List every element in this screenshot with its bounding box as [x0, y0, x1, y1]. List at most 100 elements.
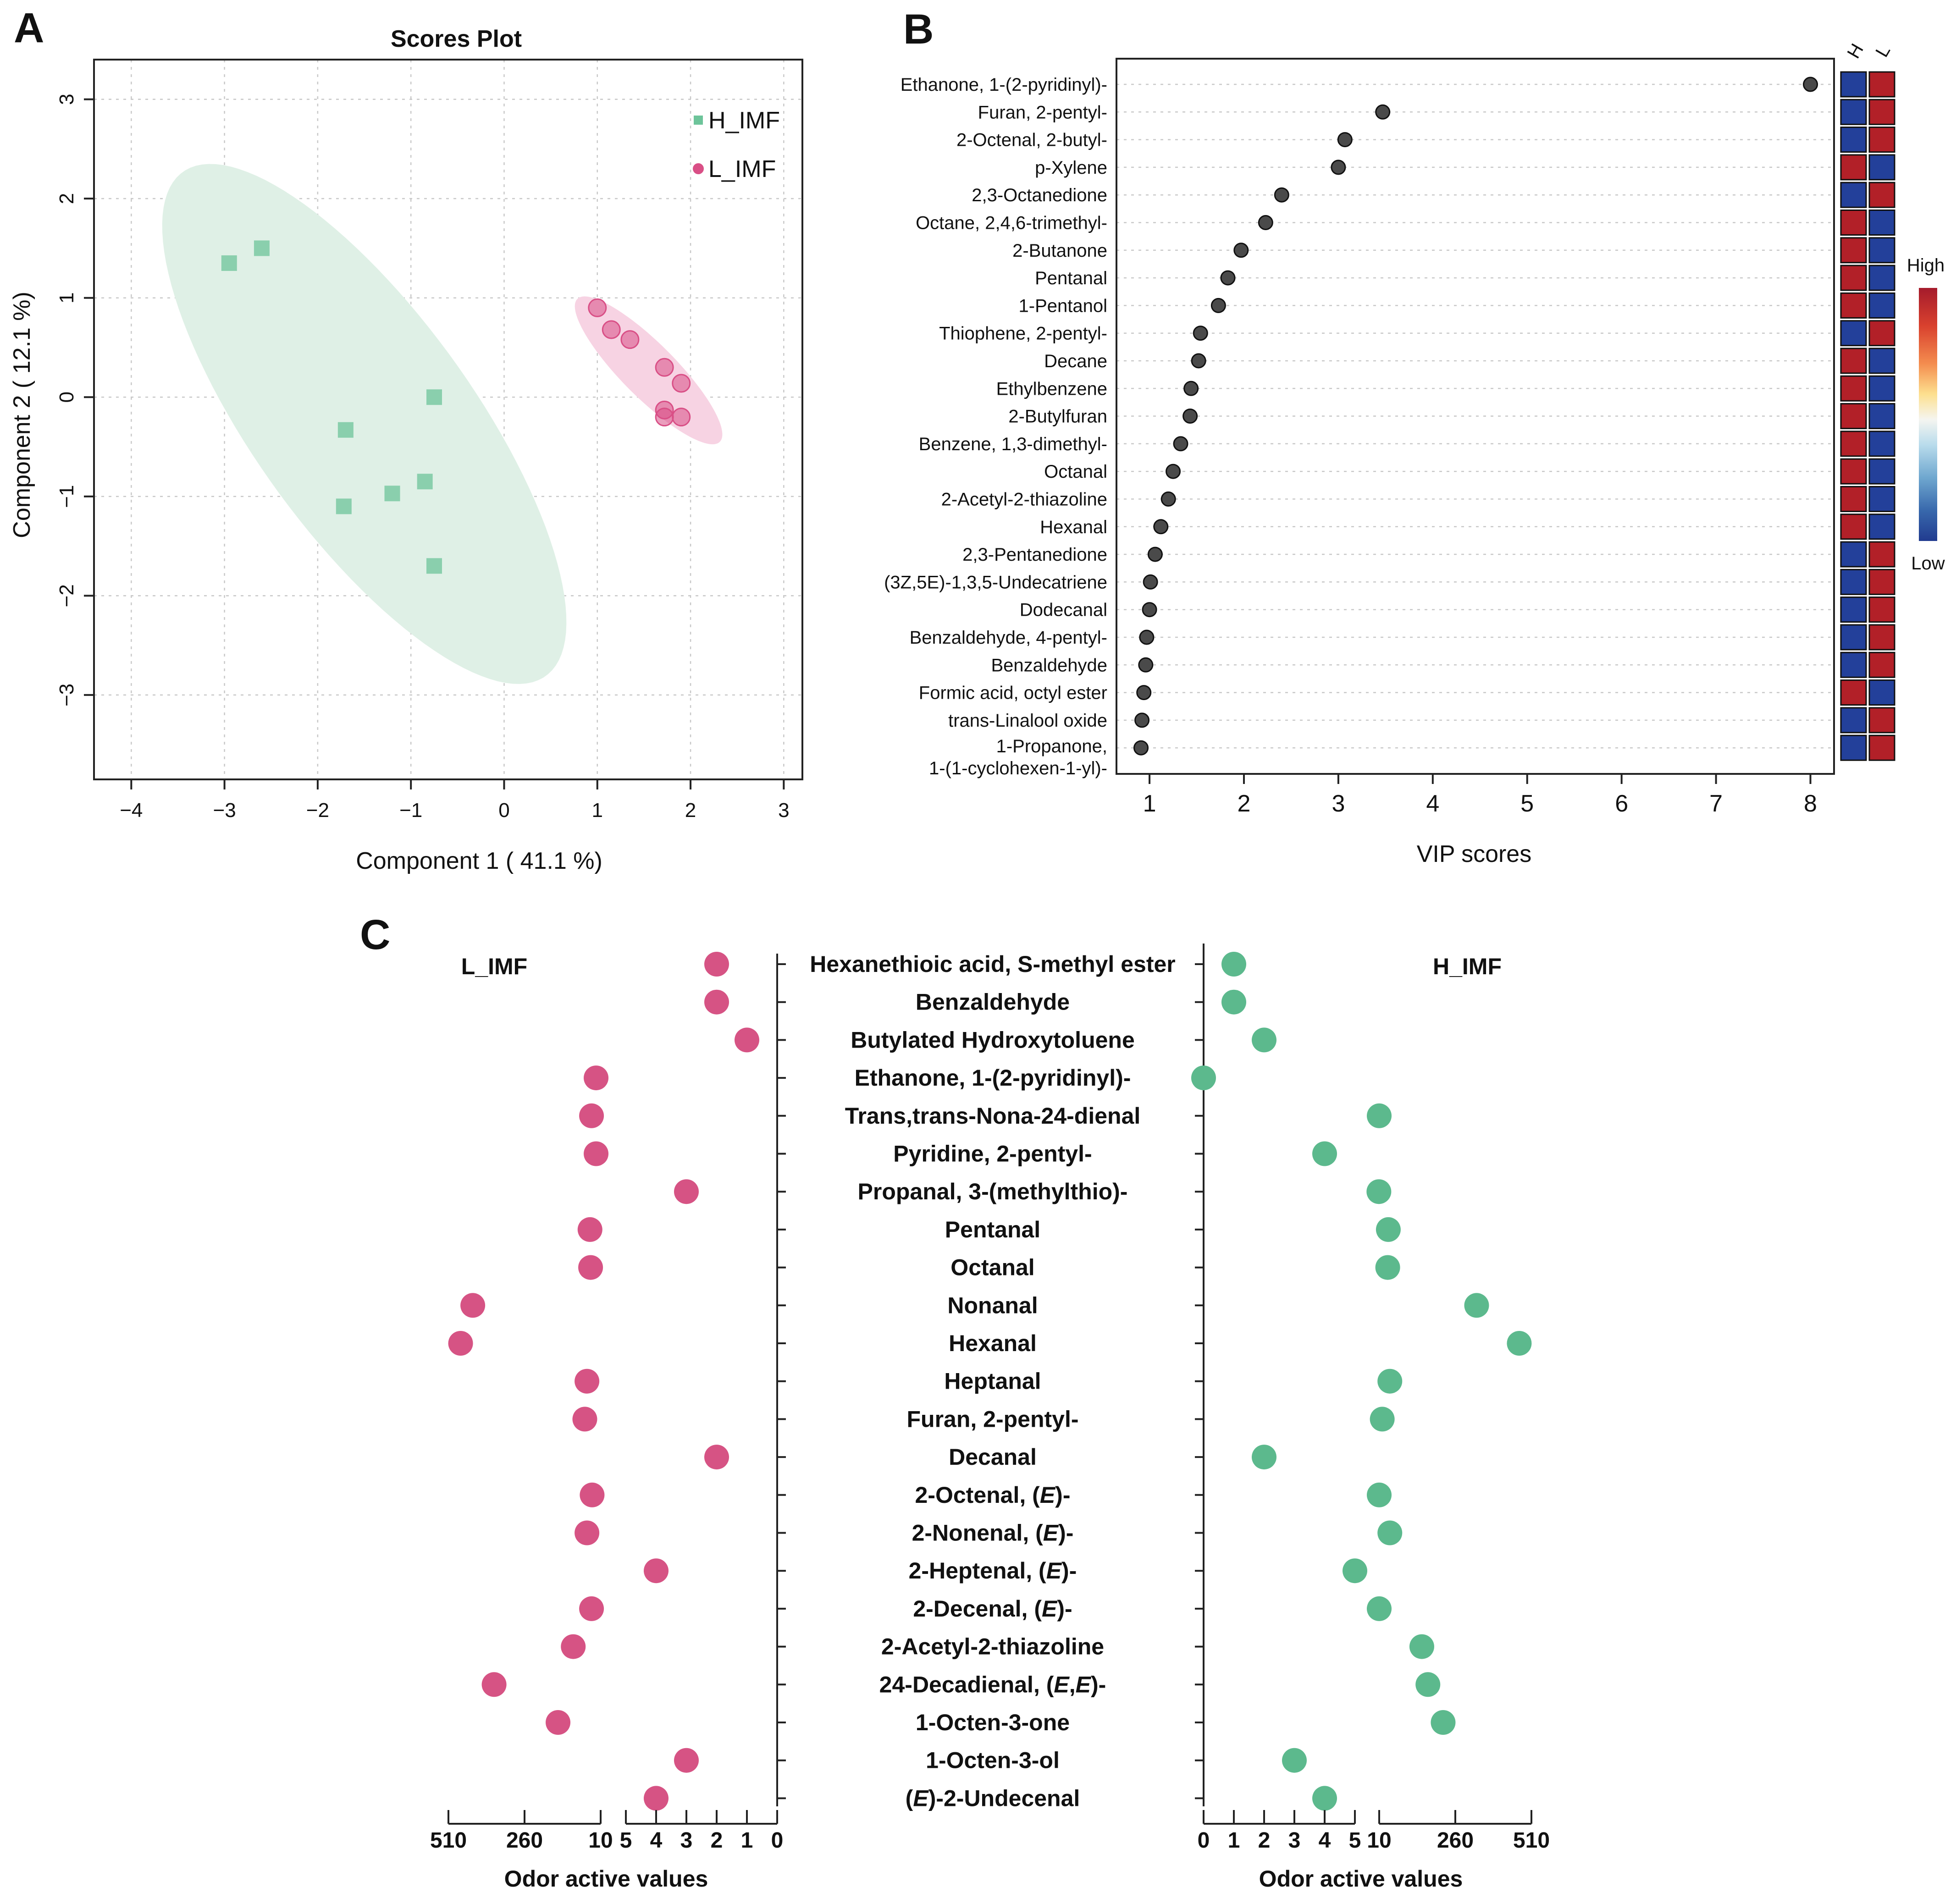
odor-left-axis-tick-label-4: 4	[650, 1828, 663, 1853]
heatmap-cell-h-18	[1840, 568, 1867, 595]
vip-row-label-20: Benzaldehyde, 4-pentyl-	[910, 628, 1107, 648]
odor-row-label-10-part-0: Hexanal	[949, 1330, 1037, 1356]
scores-x-tick-label-0: −4	[120, 799, 143, 822]
heatmap-cell-h-10	[1840, 348, 1867, 374]
vip-point-6	[1233, 243, 1249, 258]
scores-x-tick-label-1: −3	[213, 799, 236, 822]
h-imf-point-2	[426, 389, 442, 405]
vip-x-tick-label-1: 2	[1238, 790, 1251, 817]
panel-a: A Scores Plot −4 −3 −2 −1 0 1 2 3 −3 −2 −1 0 1 2 3 Co…	[9, 5, 803, 874]
odor-row-label-3-part-0: Ethanone, 1-(2-pyridinyl)-	[855, 1065, 1131, 1091]
heatmap-cell-l-9	[1868, 320, 1895, 347]
scores-y-tick-label-1: −2	[55, 584, 78, 607]
vip-row-label-22: Formic acid, octyl ester	[919, 683, 1107, 703]
panel-c-letter: C	[360, 911, 390, 958]
odor-left-axis-tick-label-5: 3	[680, 1828, 693, 1853]
heatmap-cell-h-17	[1840, 541, 1867, 568]
odor-left-point-19	[481, 1672, 507, 1697]
scores-plot-title: Scores Plot	[391, 26, 522, 52]
odor-left-point-6	[674, 1179, 699, 1204]
vip-point-23	[1134, 712, 1150, 728]
odor-left-axis-tick-label-2: 10	[588, 1828, 613, 1853]
odor-row-label-9: Nonanal	[947, 1292, 1038, 1318]
scores-plot-y-ticks: −3 −2 −1 0 1 2 3	[55, 94, 94, 706]
legend-h-imf-label: H_IMF	[708, 107, 780, 134]
odor-row-label-19-part-4: )-	[1091, 1672, 1106, 1697]
odor-row-label-10: Hexanal	[949, 1330, 1037, 1356]
vip-row-label-18: (3Z,5E)-1,3,5-Undecatriene	[884, 572, 1107, 592]
odor-row-label-11-part-0: Heptanal	[944, 1369, 1041, 1394]
heatmap-cell-h-9	[1840, 320, 1867, 347]
odor-right-point-9	[1464, 1293, 1489, 1318]
l-imf-point-4	[672, 374, 691, 393]
odor-right-axis-tick-label-3: 3	[1288, 1828, 1301, 1853]
odor-right-axis-tick-label-2: 2	[1258, 1828, 1271, 1853]
odor-row-label-17: 2-Decenal, (E)-	[913, 1596, 1072, 1622]
vip-point-13	[1173, 436, 1188, 452]
heatmap-cell-l-10	[1868, 348, 1895, 374]
odor-right-point-4	[1367, 1103, 1392, 1128]
odor-right-point-10	[1507, 1331, 1532, 1356]
odor-row-label-18: 2-Acetyl-2-thiazoline	[881, 1634, 1104, 1660]
odor-row-label-7: Pentanal	[945, 1217, 1040, 1242]
odor-right-group-label: H_IMF	[1433, 954, 1502, 979]
panel-a-letter: A	[14, 5, 44, 51]
vip-colorbar	[1919, 288, 1937, 541]
heatmap-cell-l-5	[1868, 210, 1895, 236]
heatmap-cell-l-19	[1868, 596, 1895, 623]
odor-row-label-16-part-2: )-	[1061, 1558, 1077, 1584]
scores-plot-legend: H_IMF L_IMF	[693, 107, 780, 182]
odor-right-point-3	[1191, 1065, 1216, 1091]
vip-row-label-8: 1-Pentanol	[1019, 296, 1107, 316]
panel-b: B Ethanone, 1-(2-pyridinyl)- Furan, 2-pen…	[884, 6, 1945, 867]
heatmap-cell-h-8	[1840, 292, 1867, 319]
vip-point-16	[1153, 519, 1169, 535]
odor-row-label-14-part-2: )-	[1055, 1482, 1070, 1508]
vip-row-label-1: Furan, 2-pentyl-	[978, 102, 1107, 122]
odor-right-axis-tick-label-1: 1	[1228, 1828, 1240, 1853]
odor-row-label-5-part-0: Pyridine, 2-pentyl-	[893, 1141, 1092, 1167]
vip-row-label-15: 2-Acetyl-2-thiazoline	[941, 490, 1107, 510]
odor-right-point-15	[1377, 1520, 1403, 1545]
odor-right-point-18	[1409, 1634, 1434, 1659]
odor-row-label-4-part-0: Trans,trans-Nona-24-dienal	[845, 1103, 1141, 1129]
odor-left-axis-tick-label-7: 1	[741, 1828, 753, 1853]
odor-left-point-4	[579, 1103, 604, 1128]
vip-point-10	[1191, 353, 1206, 369]
odor-right-point-1	[1221, 989, 1246, 1015]
odor-row-label-19-part-2: ,	[1069, 1672, 1076, 1697]
odor-right-point-0	[1221, 952, 1246, 977]
vip-x-tick-label-2: 3	[1332, 790, 1345, 817]
odor-left-point-13	[704, 1445, 729, 1470]
h-imf-point-4	[417, 474, 433, 490]
vip-x-label: VIP scores	[1417, 841, 1531, 867]
panel-b-letter: B	[903, 6, 934, 53]
odor-left-point-22	[644, 1786, 669, 1811]
odor-row-label-16: 2-Heptenal, (E)-	[909, 1558, 1077, 1584]
odor-left-axis-tick-label-3: 5	[620, 1828, 632, 1853]
odor-row-label-5: Pyridine, 2-pentyl-	[893, 1141, 1092, 1167]
odor-right-point-5	[1312, 1141, 1337, 1166]
odor-left-point-14	[580, 1482, 605, 1507]
vip-x-tick-label-0: 1	[1143, 790, 1156, 817]
heatmap-cell-l-20	[1868, 624, 1895, 651]
heatmap-cell-l-23	[1868, 707, 1895, 734]
odor-left-group-label: L_IMF	[461, 954, 527, 979]
scores-x-tick-label-5: 1	[592, 799, 603, 822]
vip-point-9	[1193, 326, 1208, 341]
odor-right-point-14	[1367, 1482, 1392, 1507]
vip-x-ticks: 1 2 3 4 5 6 7 8	[1143, 774, 1817, 817]
heatmap-cell-l-6	[1868, 237, 1895, 264]
scores-x-tick-label-4: 0	[498, 799, 509, 822]
h-imf-point-6	[336, 498, 352, 514]
vip-x-tick-label-3: 4	[1426, 790, 1439, 817]
heatmap-cell-h-15	[1840, 486, 1867, 512]
odor-row-label-19: 24-Decadienal, (E,E)-	[879, 1672, 1106, 1697]
vip-row-label-19: Dodecanal	[1020, 600, 1107, 620]
odor-left-point-8	[578, 1255, 603, 1280]
vip-row-label-2-24: 1-(1-cyclohexen-1-yl)-	[929, 758, 1107, 778]
heatmap-cell-l-12	[1868, 403, 1895, 430]
legend-h-imf-marker	[694, 116, 703, 125]
vip-x-tick-label-7: 8	[1804, 790, 1817, 817]
